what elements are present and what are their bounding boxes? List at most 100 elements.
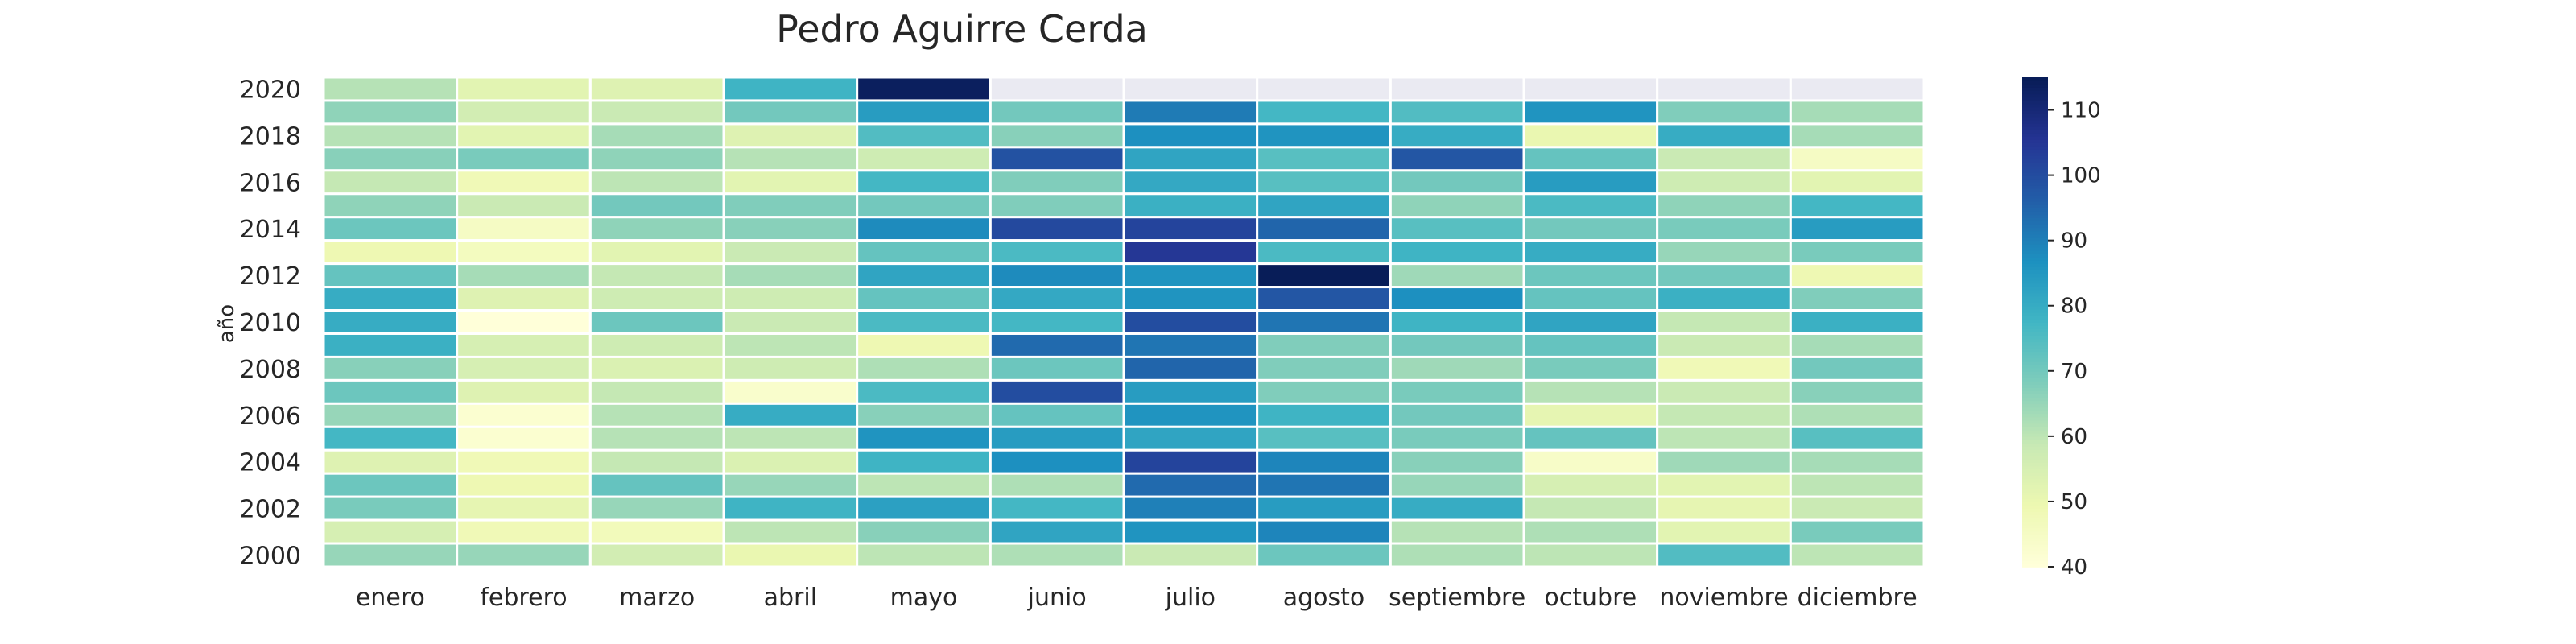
colorbar-segment	[2022, 354, 2048, 359]
heatmap-cell	[456, 146, 592, 172]
colorbar-segment	[2022, 139, 2048, 143]
heatmap-cell	[322, 262, 459, 289]
heatmap-cell	[456, 425, 592, 452]
heatmap-cell	[1789, 309, 1926, 335]
colorbar-segment	[2022, 400, 2048, 405]
heatmap-cell	[722, 542, 859, 568]
heatmap-cell	[588, 309, 725, 335]
colorbar-segment	[2022, 155, 2048, 160]
heatmap-cell	[1522, 448, 1659, 475]
colorbar-segment	[2022, 429, 2048, 434]
heatmap-cell	[588, 99, 725, 126]
colorbar-segment	[2022, 459, 2048, 464]
heatmap-cell	[722, 76, 859, 102]
heatmap-cell	[322, 286, 459, 312]
colorbar-segment	[2022, 237, 2048, 242]
colorbar-segment	[2022, 377, 2048, 382]
heatmap-cell	[588, 402, 725, 428]
colorbar-segment	[2022, 318, 2048, 323]
colorbar-segment	[2022, 547, 2048, 551]
colorbar-tick-label: 80	[2061, 295, 2087, 319]
colorbar-segment	[2022, 270, 2048, 274]
colorbar-segment	[2022, 106, 2048, 111]
heatmap-cell	[989, 122, 1125, 149]
heatmap-cell	[456, 192, 592, 219]
heatmap-cell	[1389, 542, 1525, 568]
heatmap-cell	[989, 425, 1125, 452]
colorbar-segment	[2022, 181, 2048, 186]
x-tick-label: agosto	[1283, 584, 1365, 612]
heatmap-cell	[722, 378, 859, 405]
heatmap-cell	[322, 76, 459, 102]
heatmap-cell	[989, 76, 1125, 102]
colorbar-segment	[2022, 142, 2048, 147]
heatmap-cell	[1256, 472, 1392, 498]
colorbar-segment	[2022, 384, 2048, 388]
colorbar-segment	[2022, 292, 2048, 297]
heatmap-cell	[588, 262, 725, 289]
heatmap-cell	[856, 146, 992, 172]
heatmap-cell	[1656, 192, 1792, 219]
colorbar-segment	[2022, 279, 2048, 284]
heatmap-cell	[588, 122, 725, 149]
heatmap-cell	[1389, 378, 1525, 405]
colorbar-segment	[2022, 273, 2048, 278]
heatmap-cell	[1389, 239, 1525, 266]
heatmap-cell	[1656, 99, 1792, 126]
colorbar-segment	[2022, 410, 2048, 415]
heatmap-cell	[1656, 332, 1792, 358]
colorbar-segment	[2022, 246, 2048, 251]
heatmap-cell	[1256, 146, 1392, 172]
colorbar-segment	[2022, 230, 2048, 235]
colorbar-segment	[2022, 87, 2048, 92]
heatmap-cell	[1389, 122, 1525, 149]
heatmap-cell	[722, 239, 859, 266]
colorbar-segment	[2022, 191, 2048, 196]
colorbar-segment	[2022, 543, 2048, 548]
colorbar-tick-label: 50	[2061, 490, 2087, 514]
heatmap-cell	[1256, 122, 1392, 149]
heatmap-cell	[856, 309, 992, 335]
heatmap-cell	[1389, 355, 1525, 382]
heatmap-cell	[722, 169, 859, 196]
heatmap-cell	[989, 332, 1125, 358]
heatmap-cell	[456, 99, 592, 126]
heatmap-cell	[989, 192, 1125, 219]
heatmap-cell	[1789, 76, 1926, 102]
heatmap-cell	[1122, 216, 1259, 242]
colorbar-segment	[2022, 90, 2048, 95]
heatmap-cell	[456, 495, 592, 522]
colorbar-segment	[2022, 119, 2048, 124]
heatmap-cell	[1789, 239, 1926, 266]
heatmap-cell	[1789, 542, 1926, 568]
heatmap-cell	[856, 542, 992, 568]
heatmap-cell	[1122, 99, 1259, 126]
heatmap-cell	[1789, 355, 1926, 382]
heatmap-cell	[1789, 262, 1926, 289]
colorbar-segment	[2022, 256, 2048, 261]
colorbar-segment	[2022, 537, 2048, 542]
heatmap-cell	[456, 262, 592, 289]
heatmap-cell	[1656, 355, 1792, 382]
colorbar-segment	[2022, 426, 2048, 431]
heatmap-cell	[1789, 378, 1926, 405]
heatmap-cell	[1389, 518, 1525, 545]
colorbar-segment	[2022, 497, 2048, 502]
heatmap-cell	[1389, 472, 1525, 498]
colorbar-segment	[2022, 524, 2048, 529]
heatmap-cell	[456, 402, 592, 428]
colorbar-segment	[2022, 240, 2048, 245]
heatmap-cell	[856, 402, 992, 428]
colorbar-segment	[2022, 514, 2048, 518]
colorbar-segment	[2022, 390, 2048, 394]
heatmap-cell	[1122, 192, 1259, 219]
heatmap-cell	[456, 309, 592, 335]
heatmap-cell	[989, 216, 1125, 242]
colorbar-tick-label: 70	[2061, 360, 2087, 384]
heatmap-cell	[989, 518, 1125, 545]
heatmap-cell	[1122, 518, 1259, 545]
heatmap-cell	[1122, 495, 1259, 522]
heatmap-cell	[1389, 425, 1525, 452]
heatmap-cell	[456, 122, 592, 149]
colorbar-segment	[2022, 175, 2048, 180]
